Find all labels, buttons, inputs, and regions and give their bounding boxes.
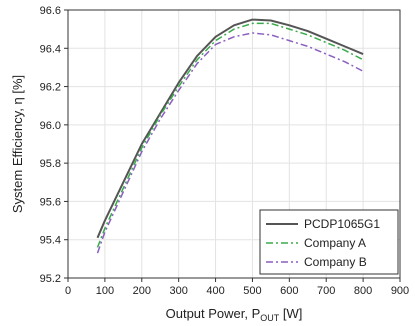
y-tick-label: 96.6 <box>40 5 61 17</box>
x-axis-label-subscript: OUT <box>260 313 280 323</box>
legend-label-2: Company A <box>304 236 366 250</box>
y-tick-label: 95.2 <box>40 273 61 285</box>
x-tick-label: 400 <box>206 285 224 297</box>
y-tick-label: 96.4 <box>40 43 61 55</box>
x-axis-label: Output Power, POUT [W] <box>166 306 303 323</box>
x-tick-label: 800 <box>354 285 372 297</box>
x-tick-label: 300 <box>169 285 187 297</box>
y-tick-label: 95.6 <box>40 196 61 208</box>
y-axis-label: System Efficiency, η [%] <box>10 75 25 213</box>
x-axis-label-unit: [W] <box>279 306 302 321</box>
y-tick-label: 96.0 <box>40 120 61 132</box>
x-tick-label: 900 <box>391 285 409 297</box>
legend-box <box>259 209 399 275</box>
y-tick-label: 95.8 <box>40 158 61 170</box>
x-tick-label: 200 <box>133 285 151 297</box>
y-tick-label: 95.4 <box>40 235 61 247</box>
series-line-2 <box>96 22 364 248</box>
x-tick-label: 500 <box>243 285 261 297</box>
x-tick-label: 0 <box>65 285 71 297</box>
y-tick-label: 96.2 <box>40 82 61 94</box>
x-tick-label: 700 <box>317 285 335 297</box>
series-line-3 <box>96 32 364 254</box>
grid <box>68 10 400 278</box>
x-axis-label-main: Output Power, P <box>166 306 261 321</box>
x-tick-label: 100 <box>96 285 114 297</box>
legend-label-3: Company B <box>304 255 367 269</box>
series-group <box>96 18 364 254</box>
legend: PCDP1065G1 Company A Company B <box>259 209 399 275</box>
axis-ticks: 0 100 200 300 400 500 600 700 800 900 95.2 95.4 95.6… <box>40 5 410 297</box>
plot-frame <box>67 9 401 279</box>
legend-label-1: PCDP1065G1 <box>304 217 380 231</box>
x-tick-label: 600 <box>280 285 298 297</box>
series-line-1 <box>96 18 364 239</box>
